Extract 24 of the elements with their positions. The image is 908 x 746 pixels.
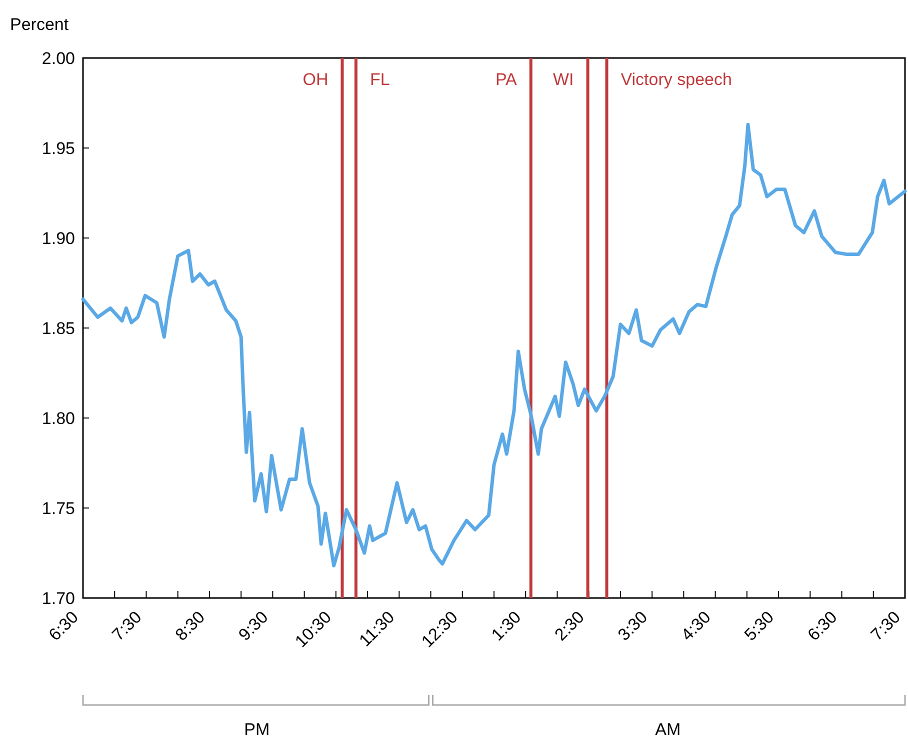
ref-line-label: WI — [553, 70, 574, 89]
y-tick-label: 1.75 — [42, 498, 75, 518]
x-tick-label: 7:30 — [867, 608, 904, 644]
x-tick-label: 6:30 — [45, 608, 82, 644]
ref-line-label: OH — [302, 70, 328, 89]
y-tick-label: 2.00 — [42, 48, 75, 68]
ref-line-label: FL — [370, 70, 390, 89]
ref-line-label: PA — [495, 70, 518, 89]
text: AM — [655, 720, 681, 739]
x-tick-label: 6:30 — [804, 608, 841, 644]
ref-line-label: Victory speech — [620, 70, 732, 89]
x-tick-label: 8:30 — [172, 608, 208, 644]
y-tick-label: 1.95 — [42, 138, 75, 158]
y-tick-label: 1.70 — [42, 588, 75, 608]
x-tick-label: 7:30 — [108, 608, 146, 644]
y-tick-label: 1.80 — [42, 408, 75, 428]
y-axis-title: Percent — [10, 15, 69, 34]
x-tick-label: 5:30 — [740, 608, 778, 644]
x-tick-label: 3:30 — [614, 608, 652, 644]
y-tick-label: 1.85 — [42, 318, 75, 338]
y-tick-label: 1.90 — [42, 228, 75, 248]
x-tick-label: 9:30 — [234, 608, 272, 644]
x-tick-label: 4:30 — [678, 608, 714, 644]
text: PM — [244, 720, 270, 739]
